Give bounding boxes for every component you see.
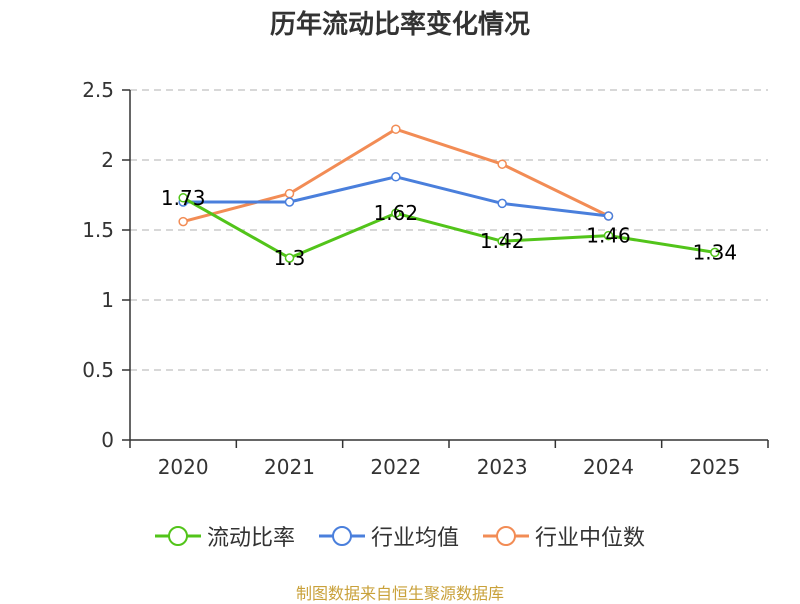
data-point-0 xyxy=(497,236,507,246)
x-tick-label: 2025 xyxy=(689,455,740,479)
legend-item-current-ratio[interactable]: 流动比率 xyxy=(154,520,295,552)
x-tick-label: 2021 xyxy=(264,455,315,479)
data-point-0 xyxy=(284,253,295,263)
legend-swatch-industry-median xyxy=(483,526,529,546)
chart-title: 历年流动比率变化情况 xyxy=(269,10,530,40)
legend-item-industry-average[interactable]: 行业均值 xyxy=(318,520,459,552)
data-point-1 xyxy=(284,197,295,207)
data-point-2 xyxy=(391,124,401,134)
x-tick-label: 2023 xyxy=(477,455,528,479)
data-point-0 xyxy=(178,193,188,203)
data-point-1 xyxy=(391,172,401,182)
data-point-2 xyxy=(497,159,507,169)
y-tick-label: 1.5 xyxy=(82,218,114,242)
data-point-2 xyxy=(178,216,188,227)
data-label: 1.62 xyxy=(374,201,419,225)
y-tick-label: 2 xyxy=(101,148,114,172)
x-tick-label: 2024 xyxy=(583,455,634,479)
data-point-0 xyxy=(391,208,401,218)
legend: 流动比率 行业均值 行业中位数 xyxy=(0,520,800,552)
data-point-0 xyxy=(710,247,720,258)
data-source-note: 制图数据来自恒生聚源数据库 xyxy=(295,584,504,603)
x-tick-label: 2022 xyxy=(370,455,421,479)
legend-swatch-industry-average xyxy=(318,526,365,546)
data-point-0 xyxy=(603,230,614,241)
y-tick-label: 1 xyxy=(101,288,114,312)
data-point-2 xyxy=(284,188,295,199)
data-point-1 xyxy=(603,211,614,221)
y-tick-label: 0.5 xyxy=(82,358,114,382)
legend-label-industry-average: 行业均值 xyxy=(370,526,459,551)
y-tick-label: 2.5 xyxy=(82,78,114,102)
data-label: 1.46 xyxy=(586,224,631,248)
data-label: 1.73 xyxy=(161,186,206,210)
data-label: 1.42 xyxy=(480,229,525,253)
legend-label-industry-median: 行业中位数 xyxy=(535,526,646,551)
data-point-1 xyxy=(497,198,507,209)
y-tick-label: 0 xyxy=(101,428,114,452)
legend-label-current-ratio: 流动比率 xyxy=(206,526,295,551)
data-label: 1.34 xyxy=(693,240,738,264)
data-label: 1.3 xyxy=(274,246,306,270)
x-tick-label: 2020 xyxy=(158,455,209,479)
legend-swatch-current-ratio xyxy=(154,526,201,546)
series-line-0 xyxy=(182,196,716,260)
legend-item-industry-median[interactable]: 行业中位数 xyxy=(483,520,645,552)
